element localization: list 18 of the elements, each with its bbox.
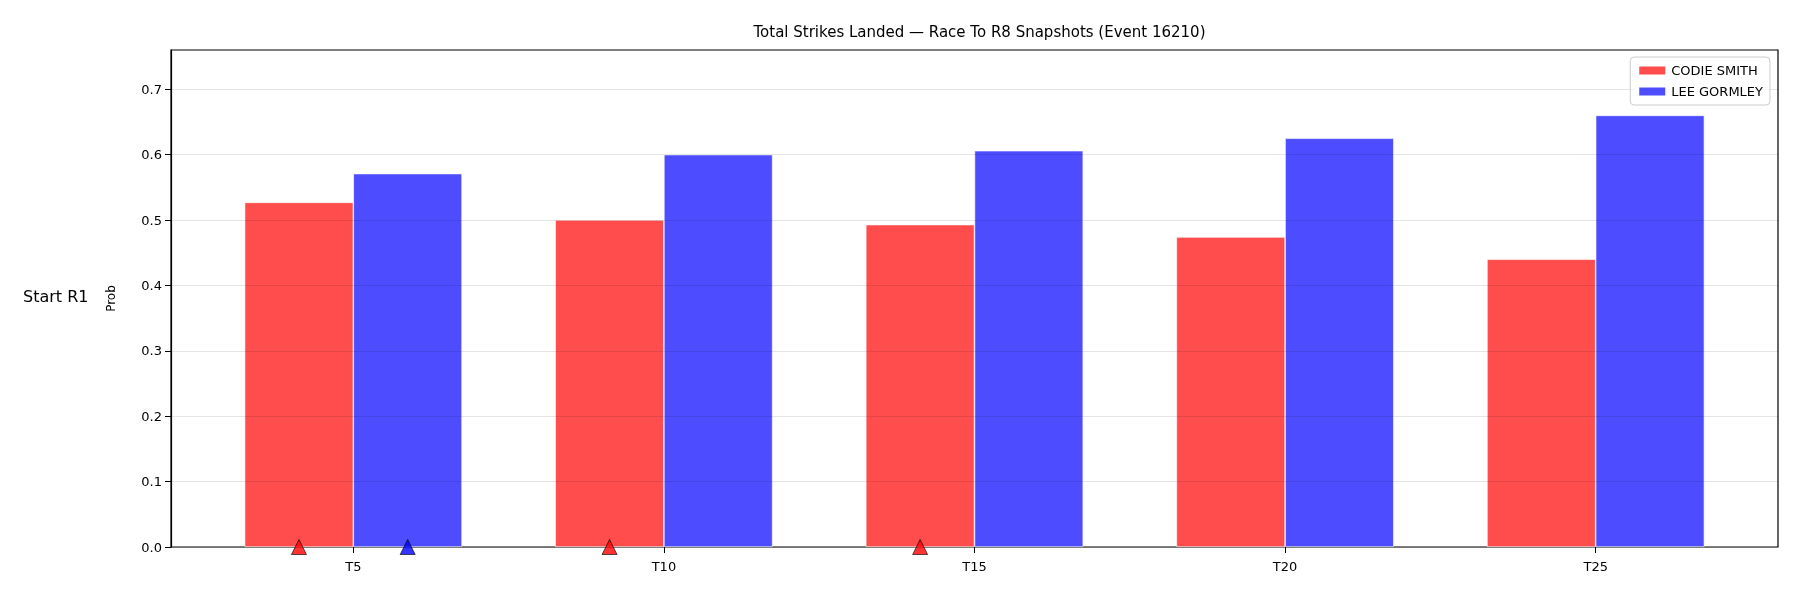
y-tick-label: 0.1: [141, 474, 162, 490]
y-tick-label: 0.0: [141, 539, 162, 555]
legend-label: CODIE SMITH: [1671, 63, 1758, 78]
x-tick-label: T25: [1582, 559, 1608, 574]
y-tick-label: 0.7: [141, 81, 162, 97]
y-tick-label: 0.5: [141, 212, 162, 228]
y-tick-label: 0.6: [141, 147, 162, 163]
x-tick-label: T15: [961, 559, 987, 574]
x-tick-label: T5: [344, 559, 362, 574]
y-tick-label: 0.4: [141, 277, 162, 293]
x-tick-label: T20: [1271, 559, 1298, 574]
x-tick-label: T10: [650, 559, 677, 574]
text: Start R1: [23, 287, 89, 306]
y-tick-label: 0.2: [141, 408, 162, 424]
y-axis-title: Prob: [104, 285, 118, 312]
chart-title: Total Strikes Landed — Race To R8 Snapshots (Event 16210): [752, 22, 1206, 41]
legend-label: LEE GORMLEY: [1671, 84, 1764, 99]
y-tick-label: 0.3: [141, 343, 162, 359]
